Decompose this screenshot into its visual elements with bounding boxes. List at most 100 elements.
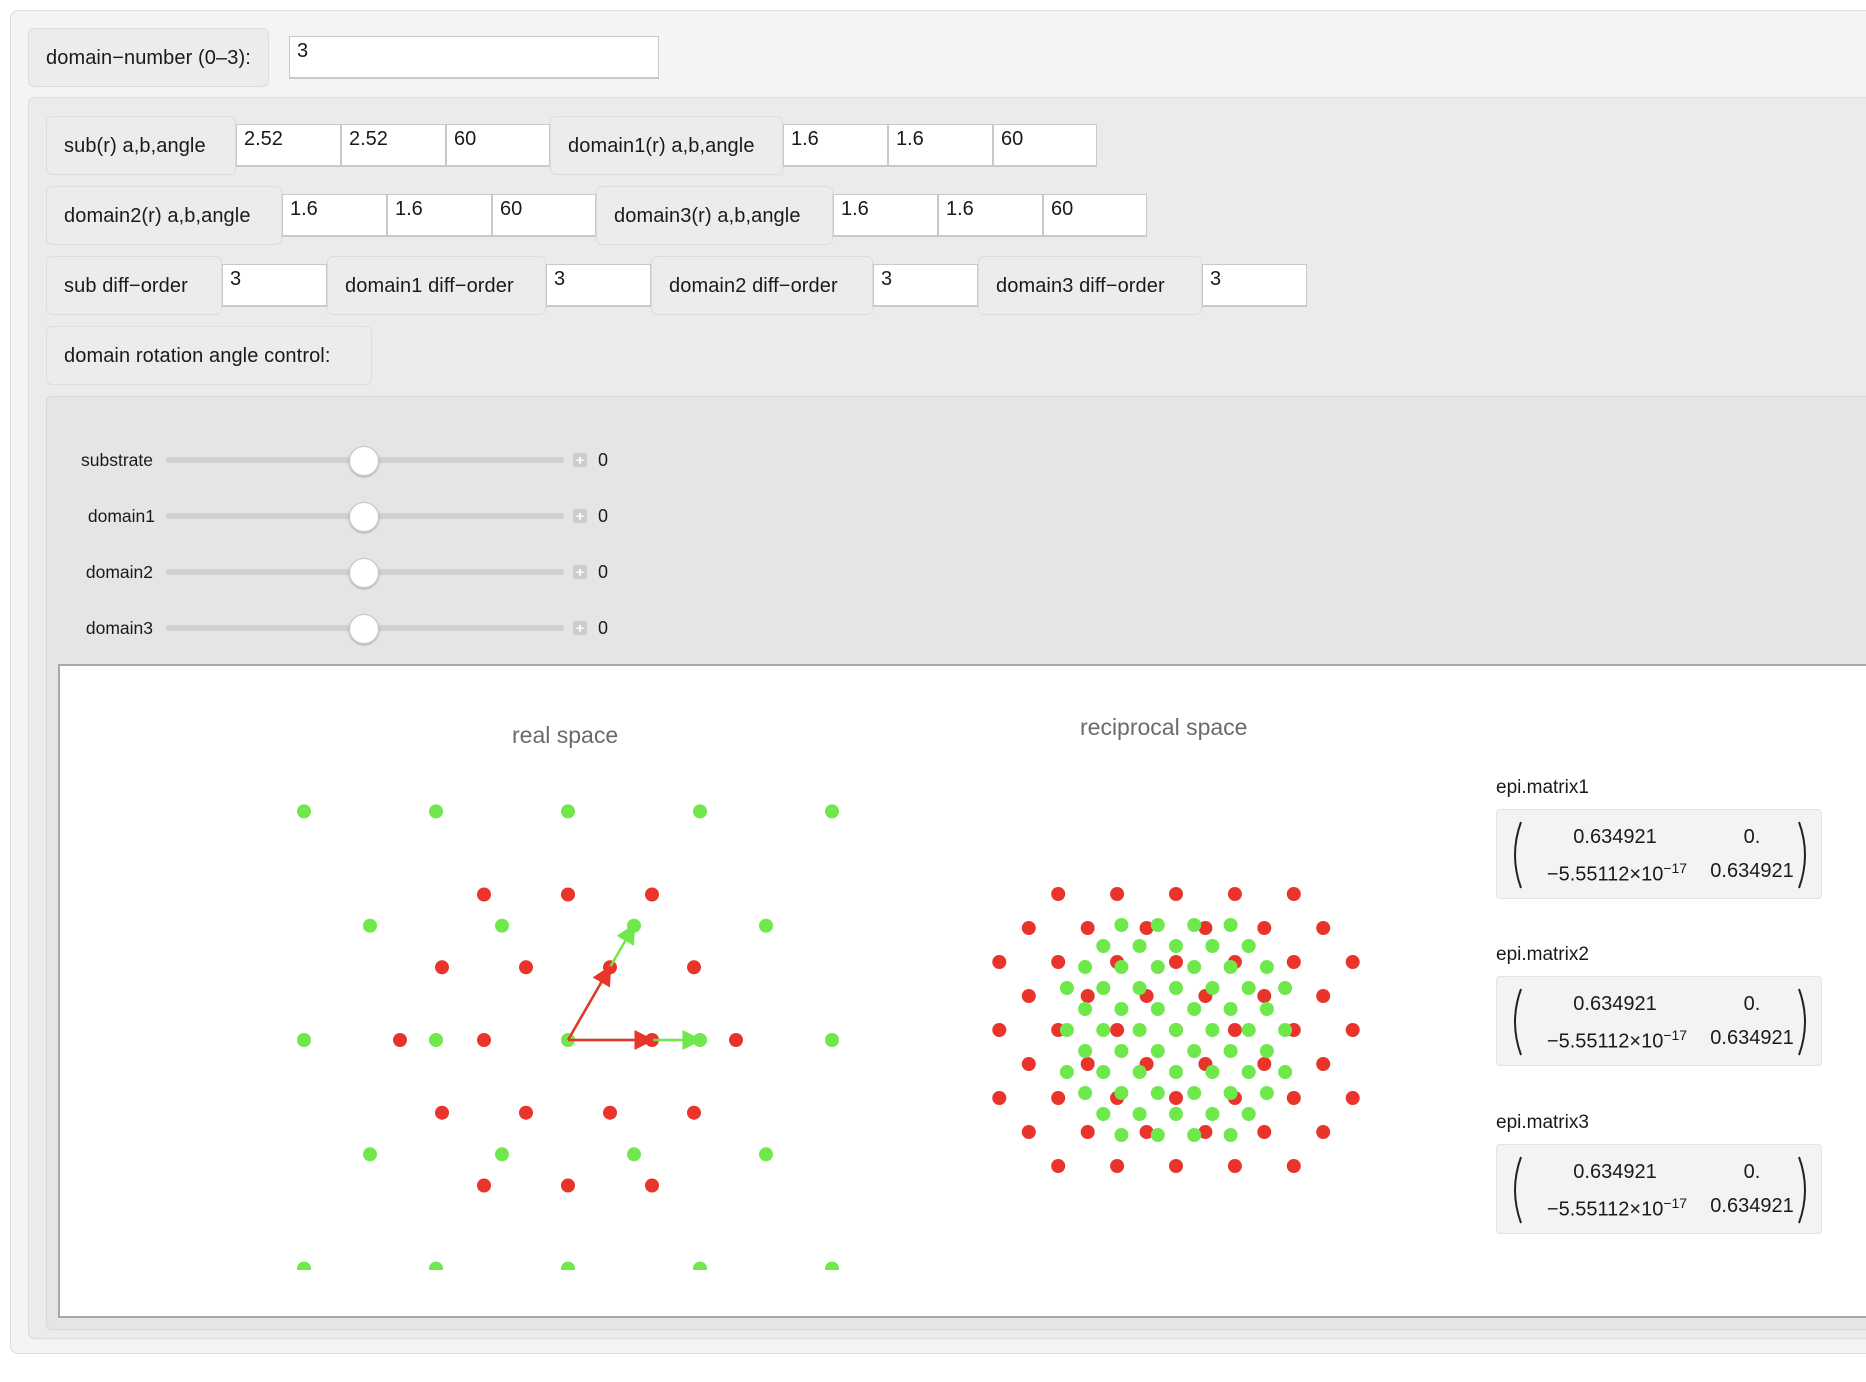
reciprocal-substrate-point [992, 955, 1007, 969]
reciprocal-substrate-point [1169, 955, 1183, 969]
real-domain-point [429, 1261, 443, 1270]
real-domain-point [561, 1261, 575, 1270]
domain3-angle-input[interactable]: 60 [1043, 194, 1147, 237]
reciprocal-domain-point [1114, 918, 1129, 932]
reciprocal-substrate-point [1021, 1125, 1036, 1139]
domain2-angle-input[interactable]: 60 [492, 194, 596, 237]
matrix3-r1c1: 0.634921 [1573, 1161, 1657, 1183]
reciprocal-domain-point [1187, 1086, 1202, 1100]
domain3-diff-order-label: domain3 diff−order [978, 256, 1202, 315]
epi-matrix2-label: epi.matrix2 [1496, 944, 1589, 965]
domain2-angle-value: 0 [598, 562, 609, 582]
domain1-expand-icon[interactable]: + [573, 509, 587, 523]
real-substrate-point [477, 887, 491, 902]
domain1-a-input[interactable]: 1.6 [783, 124, 888, 167]
domain2-slider-thumb[interactable] [349, 558, 379, 588]
reciprocal-domain-point [1223, 1128, 1238, 1142]
reciprocal-domain-point [1259, 1002, 1274, 1016]
reciprocal-domain-point [1205, 1065, 1220, 1079]
real-substrate-point [561, 887, 575, 902]
domain3-diff-order-input[interactable]: 3 [1202, 264, 1307, 307]
epi-matrix1: 0.634921 0. −5.55112×10−17 0.634921 [1496, 809, 1822, 899]
reciprocal-domain-point [1078, 1044, 1093, 1058]
reciprocal-substrate-point [1286, 955, 1301, 969]
sub-b-input[interactable]: 2.52 [341, 124, 446, 167]
reciprocal-domain-point [1150, 1044, 1165, 1058]
reciprocal-domain-point [1132, 981, 1147, 995]
reciprocal-domain-point [1223, 1086, 1238, 1100]
reciprocal-domain-point [1259, 1044, 1274, 1058]
matrix2-r1c1: 0.634921 [1573, 993, 1657, 1015]
epi-matrix3-label: epi.matrix3 [1496, 1112, 1589, 1133]
domain2-b-input[interactable]: 1.6 [387, 194, 492, 237]
real-domain-point [297, 804, 311, 819]
reciprocal-domain-point [1278, 981, 1293, 995]
reciprocal-substrate-point [1080, 989, 1095, 1003]
reciprocal-domain-point [1078, 960, 1093, 974]
reciprocal-domain-point [1169, 939, 1183, 953]
domain3-b-input[interactable]: 1.6 [938, 194, 1043, 237]
reciprocal-domain-point [1096, 1107, 1111, 1121]
reciprocal-substrate-point [1286, 887, 1301, 901]
domain3-slider-thumb[interactable] [349, 614, 379, 644]
substrate-angle-value: 0 [598, 450, 609, 470]
reciprocal-domain-point [1241, 1023, 1256, 1037]
real-domain-point [495, 1147, 509, 1162]
reciprocal-substrate-point [1139, 1125, 1154, 1139]
real-domain-point [693, 804, 707, 819]
slider-label-domain1: domain1 [87, 506, 155, 526]
reciprocal-domain-point [1114, 1002, 1129, 1016]
sub-diff-order-label: sub diff−order [46, 256, 222, 315]
sub-angle-input[interactable]: 60 [446, 124, 550, 167]
reciprocal-substrate-point [1080, 1057, 1095, 1071]
reciprocal-substrate-point [1080, 1125, 1095, 1139]
real-domain-point [429, 1033, 443, 1047]
domain2-a-input[interactable]: 1.6 [282, 194, 387, 237]
domain3-expand-icon[interactable]: + [573, 621, 587, 635]
real-domain-point [825, 804, 839, 819]
substrate-slider-thumb[interactable] [349, 446, 379, 476]
domain1-b-input[interactable]: 1.6 [888, 124, 993, 167]
reciprocal-domain-point [1132, 939, 1147, 953]
real-substrate-point [645, 1178, 659, 1193]
reciprocal-substrate-point [1316, 1125, 1331, 1139]
domain1-diff-order-input[interactable]: 3 [546, 264, 651, 307]
reciprocal-domain-point [1241, 939, 1256, 953]
domain1-diff-order-label: domain1 diff−order [327, 256, 546, 315]
sub-lattice-label: sub(r) a,b,angle [46, 116, 236, 175]
reciprocal-substrate-point [1169, 1091, 1183, 1105]
substrate-vector-b [566, 965, 612, 1041]
reciprocal-domain-point [1278, 1065, 1293, 1079]
substrate-expand-icon[interactable]: + [573, 453, 587, 467]
reciprocal-substrate-point [1227, 1159, 1242, 1173]
reciprocal-domain-point [1169, 1023, 1183, 1037]
reciprocal-substrate-point [1169, 1159, 1183, 1173]
real-domain-point [429, 804, 443, 819]
domain2-expand-icon[interactable]: + [573, 565, 587, 579]
epi-matrix1-label: epi.matrix1 [1496, 777, 1589, 798]
domain2-diff-order-input[interactable]: 3 [873, 264, 978, 307]
real-substrate-point [645, 887, 659, 902]
reciprocal-domain-point [1205, 1023, 1220, 1037]
domain1-angle-value: 0 [598, 506, 609, 526]
reciprocal-domain-point [1169, 1065, 1183, 1079]
domain3-a-input[interactable]: 1.6 [833, 194, 938, 237]
reciprocal-domain-point [1096, 1065, 1111, 1079]
epi-matrix2: 0.634921 0. −5.55112×10−17 0.634921 [1496, 976, 1822, 1066]
real-substrate-point [561, 1178, 575, 1193]
reciprocal-domain-point [1205, 939, 1220, 953]
reciprocal-substrate-point [1021, 989, 1036, 1003]
reciprocal-domain-point [1059, 981, 1074, 995]
reciprocal-substrate-point [1286, 1091, 1301, 1105]
reciprocal-substrate-point [1021, 921, 1036, 935]
sub-a-input[interactable]: 2.52 [236, 124, 341, 167]
reciprocal-space-title: reciprocal space [1080, 714, 1248, 740]
domain1-angle-input[interactable]: 60 [993, 124, 1097, 167]
reciprocal-substrate-point [1257, 989, 1272, 1003]
sub-diff-order-input[interactable]: 3 [222, 264, 327, 307]
domain-number-input[interactable]: 3 [289, 36, 659, 79]
slider-label-substrate: substrate [81, 450, 153, 470]
domain1-slider-thumb[interactable] [349, 502, 379, 532]
reciprocal-domain-point [1114, 1128, 1129, 1142]
reciprocal-substrate-point [1316, 921, 1331, 935]
